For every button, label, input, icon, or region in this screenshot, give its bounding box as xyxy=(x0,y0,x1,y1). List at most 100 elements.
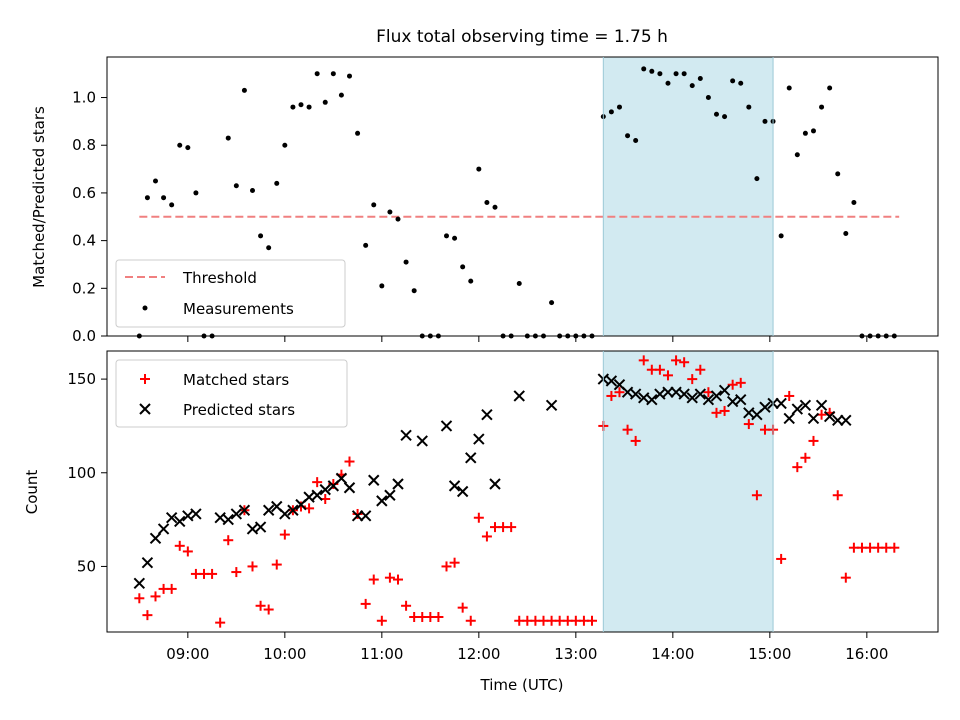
matched-star-point xyxy=(719,405,730,416)
matched-star-point xyxy=(654,364,665,375)
predicted-star-point xyxy=(840,414,852,427)
matched-star-point xyxy=(671,355,682,366)
matched-star-point xyxy=(784,390,795,401)
matched-star-point xyxy=(687,374,698,385)
predicted-star-point xyxy=(775,397,787,410)
measurement-point xyxy=(754,176,760,182)
measurement-point xyxy=(403,259,409,265)
measurement-point xyxy=(641,66,647,72)
chart-title: Flux total observing time = 1.75 h xyxy=(376,27,668,47)
measurement-point xyxy=(387,209,393,215)
measurement-point xyxy=(484,199,490,205)
predicted-star-point xyxy=(735,393,747,406)
matched-star-point xyxy=(231,567,242,578)
matched-star-point xyxy=(711,407,722,418)
bottom-legend: Matched stars Predicted stars xyxy=(115,359,348,428)
measurement-point xyxy=(193,190,199,196)
measurement-point xyxy=(492,204,498,210)
measurement-point xyxy=(258,233,264,239)
predicted-star-point xyxy=(254,521,267,533)
bottom-x-ticks: 09:00 10:00 11:00 12:00 13:00 14:00 15:00 16:00 xyxy=(166,632,888,663)
measurement-point xyxy=(225,135,231,141)
measurement-point xyxy=(282,142,288,148)
measurement-point xyxy=(827,85,833,91)
measurement-point xyxy=(762,118,768,124)
predicted-star-point xyxy=(662,386,674,398)
predicted-star-point xyxy=(262,504,275,516)
matched-star-point xyxy=(360,598,371,609)
measurement-point xyxy=(608,109,614,115)
x-tick-label: 10:00 xyxy=(263,645,306,663)
predicted-star-point xyxy=(165,512,178,524)
predicted-star-point xyxy=(133,577,146,590)
matched-star-point xyxy=(481,531,492,542)
matched-star-point xyxy=(800,452,811,463)
predicted-star-point xyxy=(440,420,453,432)
measurement-point xyxy=(730,78,736,84)
measurement-point xyxy=(689,83,695,89)
predicted-star-point xyxy=(718,384,731,397)
measurement-point xyxy=(233,183,239,189)
legend-matched-label: Matched stars xyxy=(183,371,289,389)
top-y-tick-label: 0.8 xyxy=(72,136,96,154)
top-y-axis-label: Matched/Predicted stars xyxy=(30,106,48,288)
matched-star-point xyxy=(792,462,803,473)
measurement-point xyxy=(794,152,800,158)
measurement-point xyxy=(177,142,183,148)
predicted-star-point xyxy=(823,410,836,423)
matched-star-point xyxy=(465,615,476,626)
measurement-point xyxy=(649,68,655,74)
matched-star-point xyxy=(207,568,218,579)
measurement-point xyxy=(298,102,304,108)
legend-measurements-swatch xyxy=(142,305,148,311)
matched-star-point xyxy=(808,435,819,446)
measurement-point xyxy=(363,242,369,248)
measurement-point xyxy=(290,104,296,110)
predicted-star-point xyxy=(279,508,291,520)
predicted-star-point xyxy=(416,435,428,447)
matched-star-point xyxy=(174,540,185,551)
matched-star-point xyxy=(506,522,517,533)
predicted-star-point xyxy=(686,392,698,404)
measurement-point xyxy=(144,195,150,201)
matched-star-point xyxy=(352,508,363,519)
predicted-star-point xyxy=(513,390,525,402)
predicted-stars-points xyxy=(133,373,852,590)
matched-star-point xyxy=(840,572,851,583)
matched-star-point xyxy=(614,387,625,398)
measurement-point xyxy=(185,145,191,151)
predicted-star-point xyxy=(230,508,243,520)
measurement-point xyxy=(338,92,344,98)
measurement-point xyxy=(169,202,175,208)
measurement-point xyxy=(468,278,474,284)
measurement-point xyxy=(746,104,752,110)
measurement-point xyxy=(778,233,784,239)
measurement-point xyxy=(665,80,671,86)
measurement-point xyxy=(802,130,808,136)
measurement-points xyxy=(136,66,897,339)
measurement-point xyxy=(625,133,631,139)
measurement-point xyxy=(843,230,849,236)
measurement-point xyxy=(347,73,352,79)
matched-star-point xyxy=(587,615,597,626)
measurement-point xyxy=(681,71,687,77)
predicted-star-point xyxy=(646,393,658,406)
matched-stars-points xyxy=(134,355,900,628)
matched-star-point xyxy=(255,600,266,611)
measurement-point xyxy=(266,245,272,251)
matched-star-point xyxy=(638,355,649,366)
top-y-tick-label: 0.6 xyxy=(72,184,96,202)
predicted-star-point xyxy=(489,478,501,490)
matched-star-point xyxy=(679,357,690,368)
bottom-y-axis-label: Count xyxy=(23,470,41,515)
measurement-point xyxy=(411,288,417,294)
measurement-point xyxy=(395,216,401,222)
predicted-star-point xyxy=(694,388,707,400)
bottom-y-tick-label: 50 xyxy=(77,557,96,575)
measurement-point xyxy=(379,283,385,289)
measurement-point xyxy=(516,281,522,287)
matched-star-point xyxy=(776,553,787,564)
measurement-point xyxy=(250,188,255,194)
matched-star-point xyxy=(832,490,843,501)
